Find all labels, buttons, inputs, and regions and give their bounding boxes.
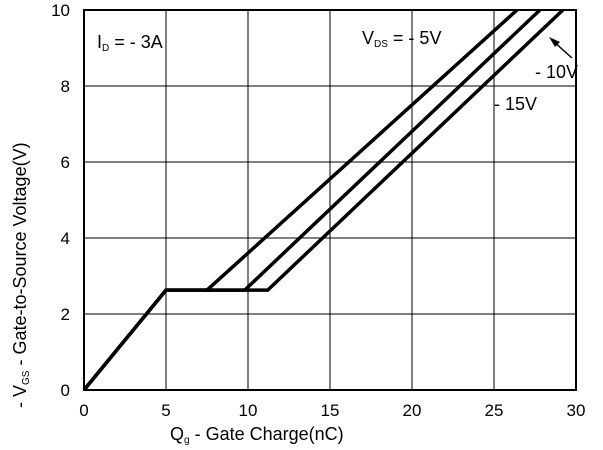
tick-labels: 0 5 10 15 20 25 30 0 2 4 6 8 10 <box>51 1 585 420</box>
x-tick-label: 20 <box>403 401 422 420</box>
series-group <box>82 8 565 392</box>
grid <box>84 10 576 390</box>
x-tick-label: 30 <box>567 401 586 420</box>
y-axis-label: - VGS - Gate-to-Source Voltage(V) <box>10 142 32 408</box>
current-annotation: ID = - 3A <box>97 32 163 54</box>
x-tick-label: 15 <box>321 401 340 420</box>
x-axis-label: Qg - Gate Charge(nC) <box>170 424 344 446</box>
plot-frame <box>83 9 577 391</box>
y-tick-label: 8 <box>61 77 70 96</box>
series-line <box>82 8 565 392</box>
label-15v: - 15V <box>494 94 537 114</box>
x-tick-label: 5 <box>161 401 170 420</box>
x-tick-label: 25 <box>485 401 504 420</box>
label-10v: - 10V <box>535 62 578 82</box>
vds-annotation: VDS = - 5V <box>362 28 441 50</box>
y-tick-label: 4 <box>61 229 70 248</box>
y-tick-label: 10 <box>51 1 70 20</box>
y-tick-label: 2 <box>61 305 70 324</box>
y-tick-label: 0 <box>61 381 70 400</box>
series-line <box>82 8 519 392</box>
x-tick-label: 0 <box>79 401 88 420</box>
y-tick-label: 6 <box>61 153 70 172</box>
x-tick-label: 10 <box>239 401 258 420</box>
series-line <box>82 8 542 392</box>
arrow-head-icon <box>549 37 560 47</box>
